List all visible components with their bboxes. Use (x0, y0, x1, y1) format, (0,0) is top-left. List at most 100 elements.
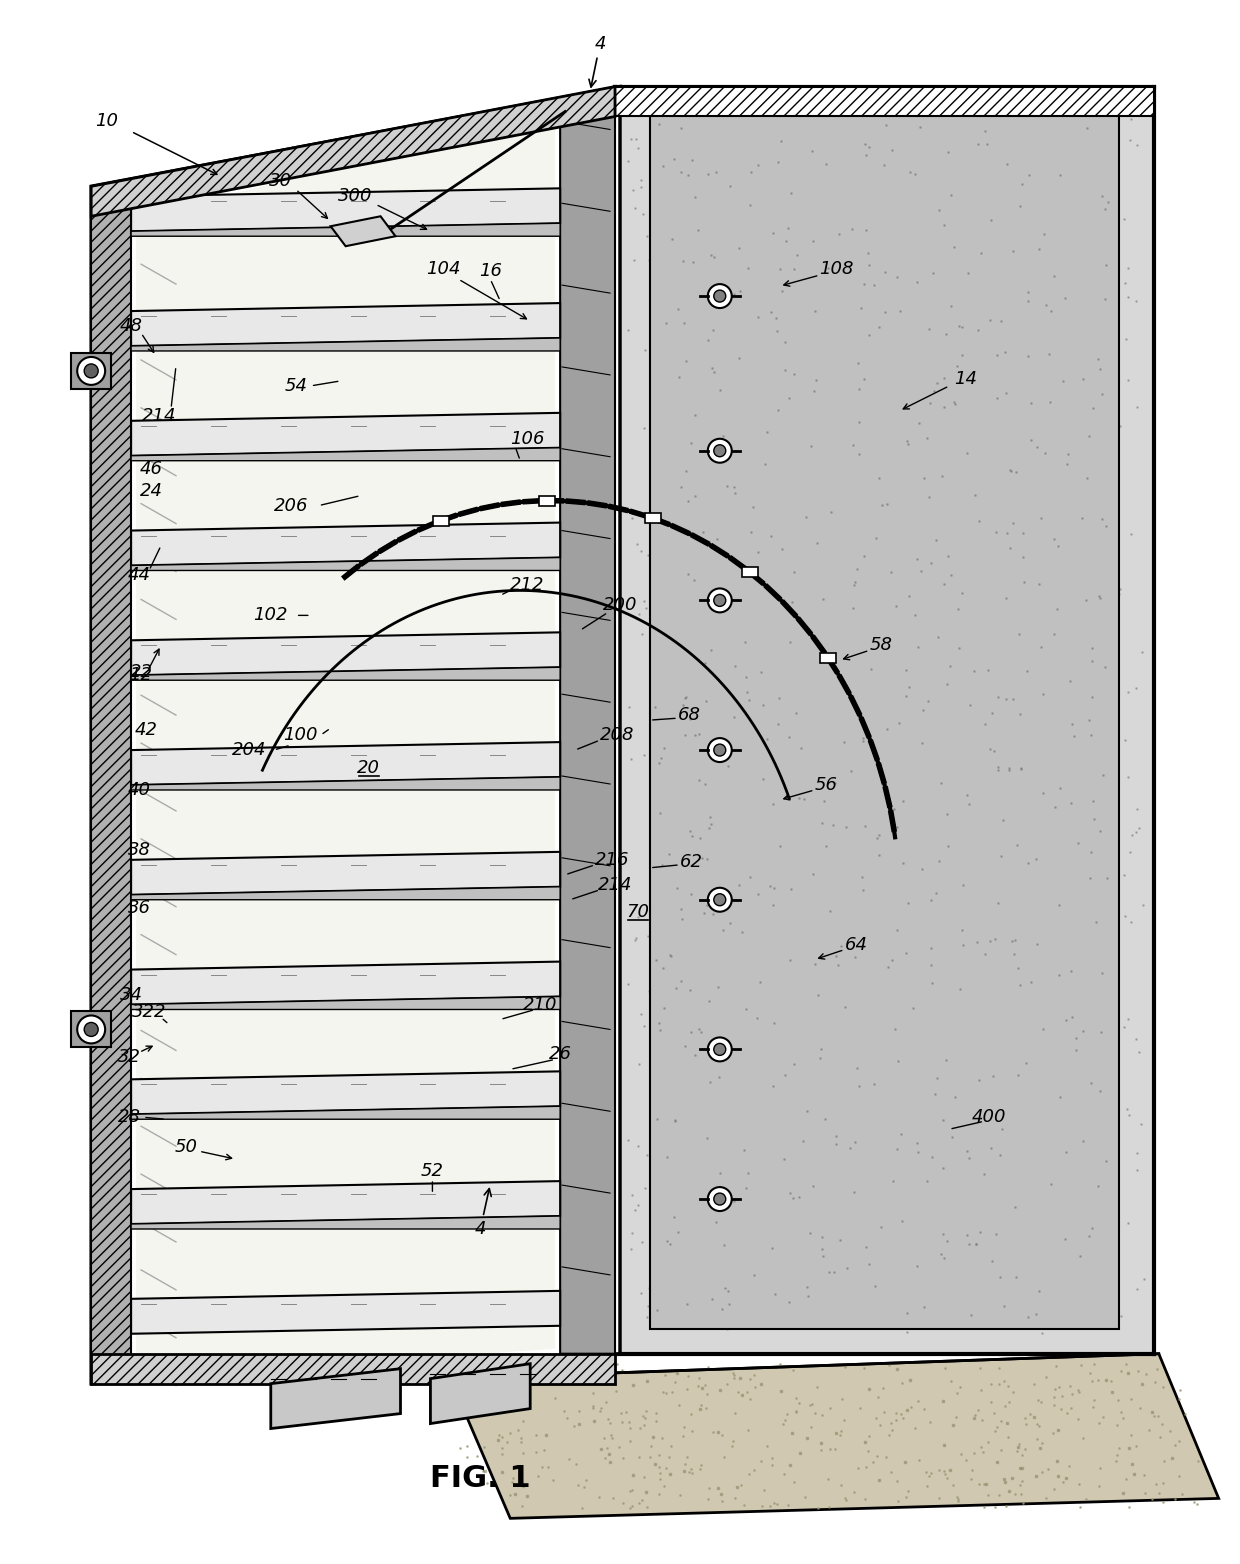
Text: 102: 102 (253, 607, 288, 624)
Text: 12: 12 (129, 666, 153, 683)
Polygon shape (92, 86, 615, 216)
Text: 54: 54 (284, 377, 308, 394)
Text: 70: 70 (626, 902, 650, 921)
Circle shape (708, 439, 732, 463)
Polygon shape (560, 92, 615, 1354)
Polygon shape (131, 887, 560, 899)
Text: 62: 62 (680, 852, 703, 871)
Circle shape (714, 1193, 725, 1204)
Text: 50: 50 (175, 1139, 197, 1156)
Circle shape (714, 744, 725, 755)
Text: 36: 36 (128, 899, 150, 917)
Text: 10: 10 (94, 113, 118, 130)
Text: 68: 68 (678, 707, 701, 724)
Polygon shape (615, 86, 1153, 1354)
Text: 4: 4 (589, 34, 606, 88)
Polygon shape (430, 1364, 531, 1423)
Polygon shape (131, 1181, 560, 1225)
Text: 22: 22 (129, 663, 153, 682)
Text: FIG. 1: FIG. 1 (430, 1464, 531, 1494)
Polygon shape (131, 522, 560, 566)
Polygon shape (131, 188, 560, 231)
Text: 24: 24 (140, 482, 162, 499)
Text: 48: 48 (119, 317, 143, 335)
Text: 20: 20 (357, 759, 381, 777)
Circle shape (708, 1037, 732, 1062)
Text: 108: 108 (820, 260, 854, 278)
Text: 104: 104 (425, 260, 460, 278)
Circle shape (77, 1015, 105, 1043)
Text: 64: 64 (844, 935, 868, 954)
Polygon shape (131, 852, 560, 895)
Text: 206: 206 (274, 497, 308, 515)
Bar (433, 516, 449, 526)
Circle shape (77, 357, 105, 385)
Text: 42: 42 (135, 721, 157, 740)
Text: 210: 210 (523, 996, 558, 1013)
Text: 34: 34 (119, 985, 143, 1004)
Polygon shape (131, 413, 560, 455)
Polygon shape (92, 186, 131, 1384)
Polygon shape (131, 447, 560, 461)
Bar (71, 1012, 112, 1048)
Polygon shape (136, 116, 556, 1378)
Text: 58: 58 (869, 637, 893, 654)
Circle shape (708, 285, 732, 308)
Bar (742, 568, 758, 577)
Text: 208: 208 (600, 726, 635, 744)
Polygon shape (650, 111, 1118, 1329)
Circle shape (84, 364, 98, 378)
Circle shape (708, 888, 732, 912)
Polygon shape (131, 962, 560, 1004)
Polygon shape (131, 741, 560, 785)
Polygon shape (131, 224, 560, 236)
Text: 40: 40 (128, 780, 150, 799)
Polygon shape (131, 632, 560, 676)
Polygon shape (450, 1354, 1219, 1519)
Text: 26: 26 (548, 1045, 572, 1064)
Polygon shape (131, 996, 560, 1009)
Polygon shape (131, 557, 560, 571)
Text: 214: 214 (598, 876, 632, 893)
Polygon shape (131, 777, 560, 790)
Bar (71, 353, 112, 389)
Polygon shape (92, 1354, 615, 1384)
Circle shape (714, 444, 725, 457)
Text: 212: 212 (510, 577, 544, 594)
Text: 56: 56 (815, 776, 837, 795)
Bar (539, 496, 554, 505)
Text: 46: 46 (140, 460, 162, 477)
Text: 30: 30 (269, 172, 293, 191)
Circle shape (84, 1023, 98, 1037)
Polygon shape (615, 86, 1153, 116)
Text: 322: 322 (131, 1004, 166, 1021)
Polygon shape (270, 1368, 401, 1428)
Text: 300: 300 (339, 188, 373, 205)
Text: 14: 14 (955, 371, 977, 388)
Circle shape (714, 594, 725, 607)
Text: 216: 216 (595, 851, 630, 870)
Bar (820, 652, 836, 663)
Text: 200: 200 (603, 596, 637, 615)
Circle shape (714, 289, 725, 302)
Polygon shape (131, 1217, 560, 1229)
Polygon shape (131, 668, 560, 680)
Polygon shape (131, 303, 560, 346)
Text: 28: 28 (118, 1109, 140, 1126)
Text: 32: 32 (118, 1048, 140, 1067)
Circle shape (714, 1043, 725, 1056)
Text: 44: 44 (128, 566, 150, 585)
Polygon shape (131, 1106, 560, 1120)
Polygon shape (131, 338, 560, 350)
Text: 16: 16 (479, 263, 502, 280)
Circle shape (708, 588, 732, 613)
Text: 52: 52 (420, 1162, 444, 1181)
Circle shape (708, 1187, 732, 1211)
Polygon shape (331, 216, 396, 246)
Text: 106: 106 (510, 430, 544, 447)
Circle shape (708, 738, 732, 762)
Text: 38: 38 (128, 841, 150, 859)
Polygon shape (92, 86, 620, 1384)
Polygon shape (131, 1290, 560, 1334)
Circle shape (714, 893, 725, 906)
